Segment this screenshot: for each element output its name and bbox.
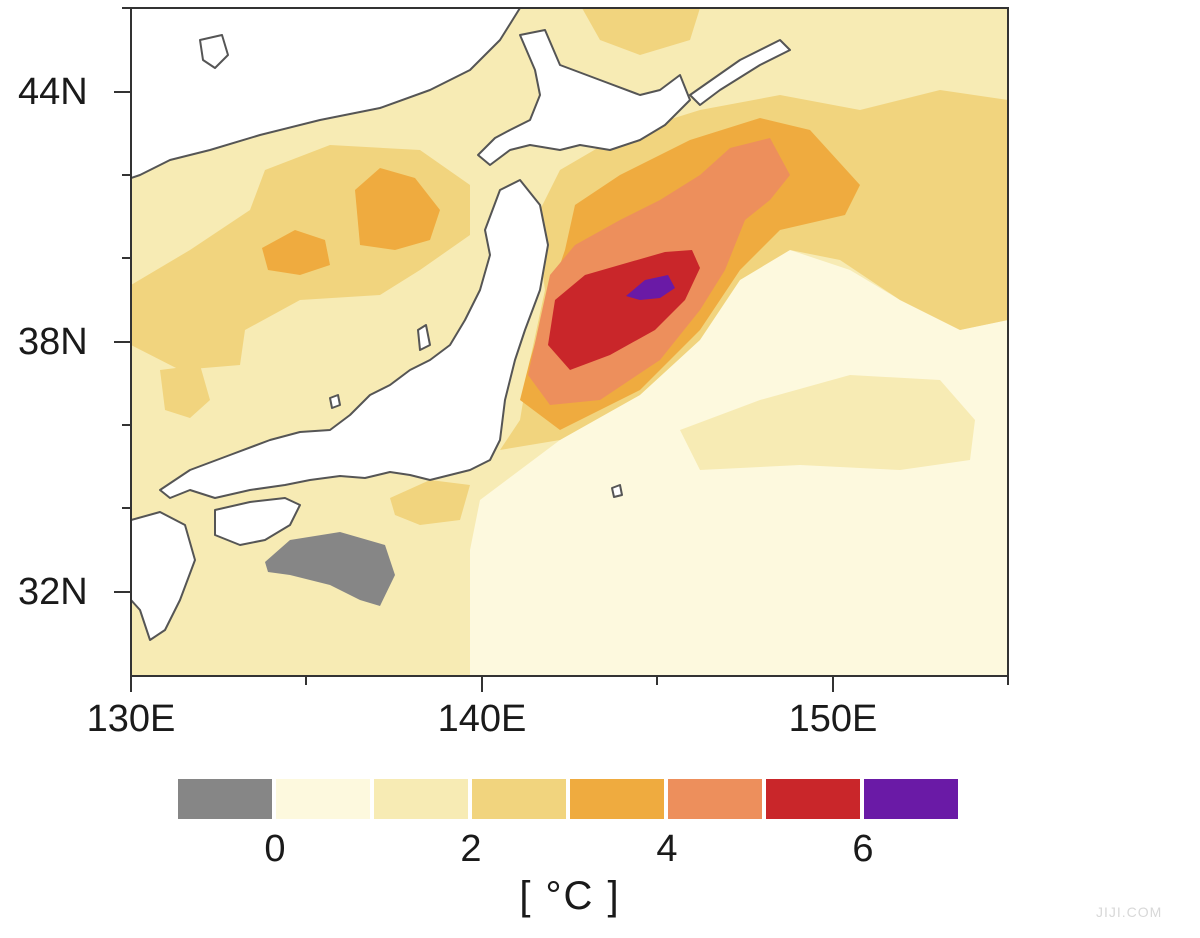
watermark: JIJI.COM bbox=[1096, 904, 1163, 920]
anomaly-1-2-region bbox=[215, 560, 465, 676]
colorbar-segment bbox=[276, 779, 370, 819]
lat-label-38n: 38N bbox=[18, 321, 88, 363]
colorbar-label-0: 0 bbox=[264, 828, 286, 870]
land-shikoku bbox=[214, 497, 301, 546]
land-oki-island bbox=[329, 394, 341, 409]
land-mainland-asia bbox=[131, 8, 521, 179]
colorbar-label-2: 2 bbox=[460, 828, 482, 870]
colorbar-segment bbox=[570, 779, 664, 819]
colorbar-segment bbox=[374, 779, 468, 819]
land-hokkaido bbox=[477, 29, 691, 166]
lat-label-32n: 32N bbox=[18, 571, 88, 613]
coastlines bbox=[131, 8, 791, 641]
land-izu-island bbox=[611, 484, 623, 498]
anomaly-2-3-region bbox=[390, 480, 470, 525]
land-kyushu bbox=[131, 511, 196, 641]
anomaly-3-4-region bbox=[355, 168, 440, 250]
colorbar-segment bbox=[472, 779, 566, 819]
lon-ticks bbox=[130, 676, 1009, 692]
colorbar-segment bbox=[864, 779, 958, 819]
anomaly-negative-region bbox=[265, 532, 395, 606]
lat-ticks bbox=[114, 7, 131, 593]
map-field bbox=[131, 8, 1008, 676]
lon-label-130e: 130E bbox=[86, 698, 176, 740]
colorbar-label-4: 4 bbox=[656, 828, 678, 870]
land-kuril-islands bbox=[689, 39, 791, 106]
land-sado-island bbox=[417, 324, 431, 351]
colorbar-segment bbox=[766, 779, 860, 819]
lat-label-44n: 44N bbox=[18, 71, 88, 113]
land-honshu bbox=[159, 179, 549, 499]
anomaly-2-3-region bbox=[160, 365, 210, 418]
colorbar bbox=[178, 779, 958, 819]
anomaly-2-3-region bbox=[582, 8, 700, 55]
anomaly-1-2-region bbox=[680, 375, 975, 470]
colorbar-unit: [ °C ] bbox=[519, 874, 621, 918]
lon-label-140e: 140E bbox=[437, 698, 527, 740]
anomaly-3-4-region bbox=[262, 230, 330, 275]
anomaly-above-6-region bbox=[626, 275, 675, 300]
colorbar-segment bbox=[668, 779, 762, 819]
land-rebun-island bbox=[199, 34, 229, 69]
colorbar-segment bbox=[178, 779, 272, 819]
colorbar-label-6: 6 bbox=[852, 828, 874, 870]
lon-label-150e: 150E bbox=[788, 698, 878, 740]
